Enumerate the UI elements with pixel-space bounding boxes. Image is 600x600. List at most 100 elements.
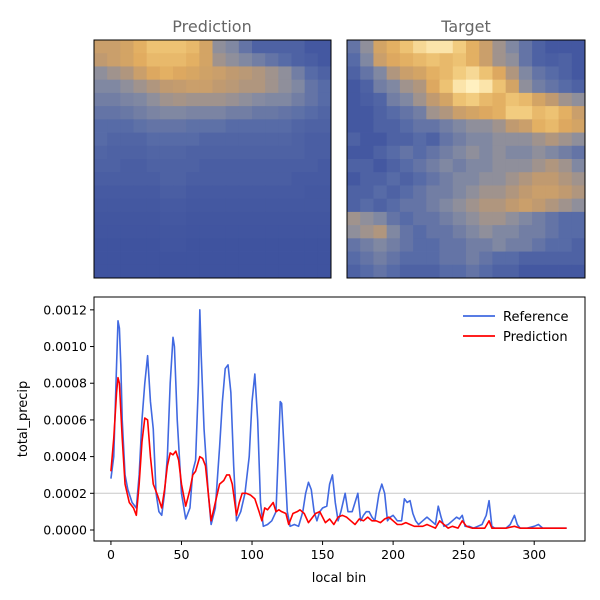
- target-heatmap-cell: [373, 79, 388, 94]
- target-heatmap-cell: [439, 264, 454, 279]
- prediction-heatmap-cell: [146, 264, 161, 279]
- target-heatmap-cell: [399, 145, 414, 160]
- x-tick-label: 250: [452, 547, 476, 562]
- prediction-heatmap-cell: [252, 79, 266, 94]
- target-heatmap-cell: [571, 251, 586, 266]
- target-heatmap-cell: [492, 238, 507, 252]
- target-heatmap-cell: [558, 264, 573, 279]
- target-heatmap-cell: [558, 53, 573, 67]
- target-heatmap-cell: [466, 172, 480, 186]
- target-heatmap-cell: [518, 238, 533, 252]
- prediction-heatmap-cell: [199, 185, 213, 200]
- series-line-prediction: [110, 376, 567, 529]
- prediction-heatmap-cell: [173, 145, 187, 160]
- prediction-heatmap-cell: [146, 185, 161, 200]
- target-heatmap-cell: [558, 225, 573, 239]
- target-heatmap-cell: [452, 132, 467, 147]
- target-heatmap-cell: [399, 159, 414, 173]
- prediction-heatmap-cell: [94, 251, 108, 266]
- prediction-heatmap-cell: [291, 40, 306, 54]
- prediction-heatmap-cell: [304, 145, 319, 160]
- prediction-heatmap-cell: [186, 53, 200, 67]
- prediction-heatmap-cell: [291, 211, 306, 226]
- target-heatmap-cell: [571, 238, 586, 252]
- prediction-heatmap-cell: [212, 53, 227, 67]
- target-heatmap-cell: [386, 264, 401, 279]
- plot-frame: [93, 296, 586, 542]
- prediction-heatmap-cell: [252, 66, 266, 81]
- target-heatmap-cell: [479, 211, 493, 226]
- prediction-heatmap-cell: [186, 198, 200, 213]
- prediction-heatmap-cell: [159, 172, 174, 186]
- prediction-heatmap-cell: [291, 251, 306, 266]
- target-heatmap-cell: [479, 238, 493, 252]
- prediction-heatmap-cell: [159, 198, 174, 213]
- target-heatmap-cell: [466, 106, 480, 120]
- prediction-heatmap-cell: [238, 211, 253, 226]
- target-heatmap-cell: [558, 119, 573, 133]
- target-heatmap-cell: [532, 198, 546, 213]
- target-heatmap-cell: [452, 185, 467, 200]
- target-heatmap-cell: [452, 211, 467, 226]
- y-tick-label: 0.0012: [43, 302, 87, 317]
- target-heatmap-cell: [399, 198, 414, 213]
- target-heatmap-cell: [360, 40, 374, 54]
- prediction-heatmap-cell: [120, 145, 134, 160]
- prediction-heatmap-cell: [146, 238, 161, 252]
- prediction-heatmap-cell: [252, 238, 266, 252]
- prediction-heatmap-cell: [304, 172, 319, 186]
- target-heatmap-cell: [571, 106, 586, 120]
- prediction-heatmap-cell: [94, 198, 108, 213]
- prediction-heatmap-cell: [317, 159, 332, 173]
- target-heatmap-cell: [479, 159, 493, 173]
- target-heatmap-cell: [466, 264, 480, 279]
- prediction-heatmap-cell: [278, 238, 292, 252]
- prediction-heatmap-cell: [120, 251, 134, 266]
- prediction-heatmap-cell: [146, 211, 161, 226]
- prediction-heatmap-cell: [146, 53, 161, 67]
- target-heatmap-cell: [386, 185, 401, 200]
- target-heatmap-cell: [373, 238, 388, 252]
- prediction-heatmap-cell: [265, 119, 279, 133]
- prediction-heatmap-cell: [173, 251, 187, 266]
- prediction-heatmap-cell: [304, 251, 319, 266]
- prediction-heatmap-cell: [278, 119, 292, 133]
- prediction-heatmap-cell: [304, 66, 319, 81]
- target-heatmap-cell: [545, 66, 559, 81]
- prediction-heatmap-cell: [107, 211, 121, 226]
- prediction-heatmap-cell: [212, 66, 227, 81]
- target-heatmap-cell: [373, 53, 388, 67]
- prediction-heatmap-cell: [186, 185, 200, 200]
- target-heatmap-cell: [571, 119, 586, 133]
- target-heatmap-cell: [518, 40, 533, 54]
- target-heatmap-cell: [373, 264, 388, 279]
- prediction-heatmap-cell: [120, 211, 134, 226]
- target-heatmap-cell: [571, 40, 586, 54]
- target-heatmap-cell: [452, 238, 467, 252]
- target-heatmap-cell: [373, 159, 388, 173]
- prediction-heatmap-cell: [278, 66, 292, 81]
- target-heatmap-cell: [399, 251, 414, 266]
- target-heatmap-cell: [399, 106, 414, 120]
- target-heatmap-cell: [386, 53, 401, 67]
- prediction-heatmap-cell: [120, 159, 134, 173]
- prediction-heatmap-cell: [317, 106, 332, 120]
- target-heatmap-cell: [439, 92, 454, 107]
- target-heatmap-cell: [505, 264, 520, 279]
- prediction-heatmap-cell: [252, 53, 266, 67]
- target-heatmap-cell: [518, 198, 533, 213]
- prediction-heatmap-cell: [212, 159, 227, 173]
- target-heatmap-cell: [426, 264, 440, 279]
- prediction-heatmap-cell: [199, 251, 213, 266]
- target-heatmap-cell: [426, 92, 440, 107]
- target-heatmap-cell: [360, 225, 374, 239]
- target-heatmap-cell: [360, 251, 374, 266]
- target-heatmap-cell: [505, 198, 520, 213]
- target-heatmap-cell: [347, 238, 361, 252]
- target-heatmap-cell: [466, 40, 480, 54]
- target-heatmap-cell: [532, 211, 546, 226]
- target-heatmap-cell: [505, 225, 520, 239]
- prediction-heatmap-cell: [317, 92, 332, 107]
- target-heatmap-cell: [505, 251, 520, 266]
